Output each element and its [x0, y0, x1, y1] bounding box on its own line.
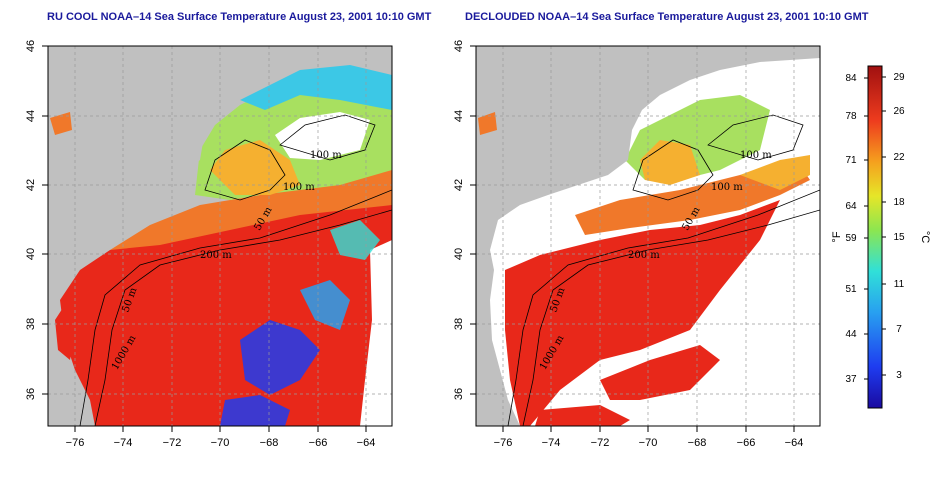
- map-panel-declouded: 100 m 100 m 50 m 200 m 50 m 1000 m: [476, 46, 820, 426]
- isobath-line: [94, 209, 392, 426]
- colorbar-f-tick: 84: [845, 73, 857, 84]
- contour-label: 100 m: [283, 182, 315, 193]
- lon-tick-label: −68: [260, 437, 279, 449]
- warm-water-region: [55, 300, 75, 360]
- lat-tick-label: 42: [25, 179, 37, 191]
- colorbar-f-tick: 59: [845, 233, 857, 244]
- georges-bank-region: [640, 140, 700, 185]
- cloud-patch: [360, 240, 392, 426]
- colorbar-f-tick: 64: [845, 201, 857, 212]
- lat-tick-label: 38: [25, 318, 37, 330]
- panel-1-title: RU COOL NOAA–14 Sea Surface Temperature …: [47, 11, 432, 23]
- colorbar-c-tick: 26: [893, 106, 905, 117]
- isobath-line: [279, 114, 376, 161]
- georges-bank-region: [210, 140, 300, 195]
- lat-tick-label: 44: [453, 110, 465, 122]
- x-axis: [502, 426, 795, 432]
- lat-tick-label: 46: [25, 40, 37, 52]
- slope-water-region: [50, 112, 72, 135]
- y-axis: [470, 45, 476, 395]
- x-axis: [74, 426, 367, 432]
- warm-water-region: [505, 200, 780, 426]
- colorbar-c-tick: 15: [893, 232, 905, 243]
- lon-tick-label: −76: [494, 437, 513, 449]
- lon-tick-label: −68: [688, 437, 707, 449]
- map-panel-raw: 100 m 100 m 50 m 200 m 50 m 1000 m: [48, 46, 392, 426]
- lat-tick-label: 38: [453, 318, 465, 330]
- colorbar-f-tick: 44: [845, 329, 857, 340]
- lat-tick-label: 40: [453, 248, 465, 260]
- cold-cloud-speckle: [300, 280, 350, 330]
- contour-label: 200 m: [628, 250, 660, 261]
- panel-2-title: DECLOUDED NOAA–14 Sea Surface Temperatur…: [465, 11, 869, 23]
- lat-tick-label: 42: [453, 179, 465, 191]
- slope-water-region: [575, 165, 810, 235]
- lon-tick-label: −74: [114, 437, 133, 449]
- contour-label: 200 m: [200, 250, 232, 261]
- isobath-line: [79, 189, 392, 426]
- colorbar-c-tick: 18: [893, 197, 905, 208]
- warm-water-region: [600, 345, 720, 400]
- land-area: [476, 46, 820, 426]
- colorbar-unit-c: °C: [919, 231, 931, 243]
- colorbar-f-tick: 78: [845, 111, 857, 122]
- contour-label: 100 m: [310, 150, 342, 161]
- colorbar-c-tick: 7: [896, 324, 902, 335]
- colorbar-c-tick: 11: [894, 279, 905, 290]
- isobath-line: [507, 189, 820, 426]
- lat-tick-label: 40: [25, 248, 37, 260]
- lon-tick-label: −70: [639, 437, 658, 449]
- colorbar-c-tick: 22: [893, 152, 905, 163]
- cool-band: [240, 65, 392, 110]
- cloud-patch: [275, 112, 370, 160]
- lon-tick-label: −76: [66, 437, 85, 449]
- lon-tick-label: −64: [785, 437, 804, 449]
- colorbar-c-tick: 29: [893, 72, 905, 83]
- lon-tick-label: −66: [309, 437, 328, 449]
- isobath-line: [522, 209, 820, 426]
- slope-water-region: [478, 112, 497, 135]
- colorbar-gradient: [867, 65, 883, 409]
- land-area: [48, 46, 392, 426]
- colorbar: 84 78 71 64 59 51 44 37 29 26 22 18 15 1…: [831, 65, 931, 409]
- lat-tick-label: 44: [25, 110, 37, 122]
- colorbar-f-tick: 71: [845, 155, 857, 166]
- cold-cloud-speckle: [330, 220, 380, 260]
- y-axis: [42, 45, 48, 395]
- warm-water-region: [60, 190, 392, 426]
- lat-tick-label: 36: [25, 388, 37, 400]
- colorbar-f-tick: 37: [845, 374, 857, 385]
- contour-label: 100 m: [740, 150, 772, 161]
- warm-water-region: [535, 405, 630, 426]
- slope-water-region: [740, 155, 810, 190]
- lon-tick-label: −70: [211, 437, 230, 449]
- lon-tick-label: −66: [737, 437, 756, 449]
- colorbar-f-tick: 51: [845, 284, 857, 295]
- lon-tick-label: −72: [591, 437, 610, 449]
- colorbar-c-tick: 3: [896, 370, 902, 381]
- contour-label: 100 m: [711, 182, 743, 193]
- cold-cloud-speckle: [240, 320, 320, 395]
- isobath-line: [707, 114, 804, 161]
- lon-tick-label: −74: [542, 437, 561, 449]
- lat-tick-label: 46: [453, 40, 465, 52]
- lon-tick-label: −72: [163, 437, 182, 449]
- cold-cloud-speckle: [220, 395, 290, 426]
- lat-tick-label: 36: [453, 388, 465, 400]
- colorbar-unit-f: °F: [831, 231, 843, 242]
- lon-tick-label: −64: [357, 437, 376, 449]
